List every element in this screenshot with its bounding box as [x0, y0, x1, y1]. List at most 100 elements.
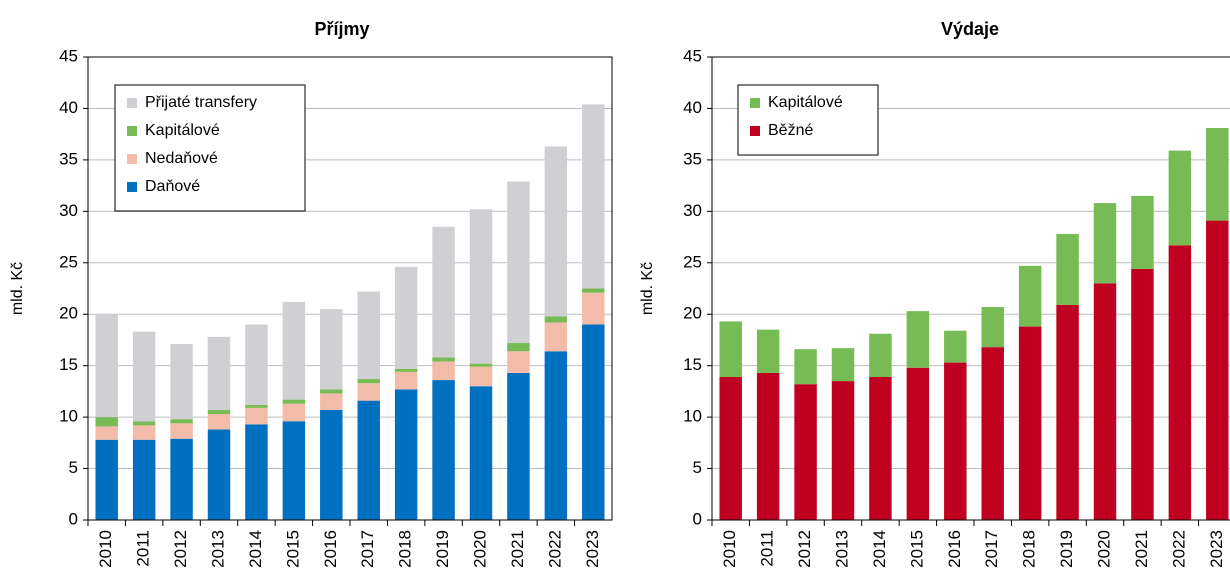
bar-segment — [756, 329, 780, 373]
bar-segment — [507, 372, 530, 520]
bar-segment — [1093, 283, 1117, 520]
legend-swatch — [127, 182, 137, 192]
y-tick-label: 35 — [59, 149, 78, 168]
bar-segment — [245, 404, 268, 408]
x-tick-label: 2012 — [171, 530, 190, 568]
bar-segment — [507, 181, 530, 344]
x-tick-label: 2015 — [283, 530, 302, 568]
y-tick-label: 5 — [69, 458, 78, 477]
bar-segment — [245, 407, 268, 425]
y-tick-label: 0 — [693, 509, 702, 528]
y-tick-label: 15 — [59, 355, 78, 374]
x-tick-label: 2019 — [433, 530, 452, 568]
bar-segment — [794, 349, 817, 385]
bar-segment — [869, 333, 892, 377]
chart-title: Výdaje — [941, 19, 999, 39]
y-tick-label: 45 — [59, 46, 78, 65]
bar-segment — [544, 316, 568, 323]
bar-segment — [794, 384, 817, 520]
bar-segment — [245, 324, 268, 405]
bar-segment — [432, 380, 455, 520]
chart-title: Příjmy — [314, 19, 369, 39]
bar-segment — [282, 421, 306, 520]
bar-segment — [469, 209, 493, 364]
bar-segment — [944, 330, 967, 363]
bar-segment — [1056, 233, 1079, 305]
bar-segment — [394, 389, 418, 520]
bar-segment — [357, 400, 380, 520]
bar-segment — [469, 363, 493, 367]
legend-label: Přijaté transfery — [145, 94, 257, 111]
x-tick-label: 2021 — [508, 530, 527, 568]
bar-segment — [944, 362, 967, 520]
x-tick-label: 2016 — [321, 530, 340, 568]
y-tick-label: 45 — [683, 46, 702, 65]
bar-segment — [394, 371, 418, 390]
legend-label: Daňové — [145, 178, 200, 195]
x-tick-label: 2015 — [907, 530, 926, 568]
bar-segment — [394, 368, 418, 372]
bar-segment — [1131, 268, 1154, 520]
legend-swatch — [750, 98, 760, 108]
y-tick-label: 20 — [59, 304, 78, 323]
legend-label: Kapitálové — [145, 122, 220, 139]
y-tick-label: 5 — [693, 458, 702, 477]
bar-segment — [170, 438, 193, 520]
plot-frame — [87, 56, 613, 521]
y-tick-label: 35 — [683, 149, 702, 168]
y-axis-label: mld. Kč — [639, 262, 656, 315]
bar-segment — [282, 399, 306, 404]
x-tick-label: 2022 — [545, 530, 564, 568]
bar-segment — [582, 104, 605, 289]
bar-segment — [132, 439, 156, 520]
x-tick-label: 2013 — [208, 530, 227, 568]
x-tick-label: 2022 — [1169, 530, 1188, 568]
bar-segment — [132, 425, 156, 440]
x-tick-label: 2010 — [720, 530, 739, 568]
bar-segment — [207, 429, 231, 520]
x-tick-label: 2021 — [1132, 530, 1151, 568]
x-tick-label: 2017 — [358, 530, 377, 568]
y-tick-label: 10 — [59, 407, 78, 426]
bar-segment — [469, 386, 493, 520]
bar-segment — [869, 376, 892, 520]
bar-segment — [357, 379, 380, 384]
bar-segment — [207, 414, 231, 430]
bar-segment — [95, 439, 118, 520]
bar-segment — [906, 367, 930, 520]
y-tick-label: 40 — [683, 98, 702, 117]
bar-segment — [507, 351, 530, 373]
bar-segment — [432, 357, 455, 362]
y-tick-label: 25 — [59, 252, 78, 271]
bar-segment — [432, 361, 455, 381]
bar-segment — [95, 417, 118, 427]
legend-box — [114, 84, 306, 212]
bar-segment — [1018, 265, 1042, 327]
bar-segment — [320, 393, 343, 410]
y-tick-label: 25 — [683, 252, 702, 271]
x-tick-label: 2023 — [583, 530, 602, 568]
bar-segment — [132, 421, 156, 426]
bar-segment — [507, 343, 530, 352]
bar-segment — [1206, 127, 1229, 221]
bar-segment — [1168, 150, 1192, 246]
bar-segment — [320, 389, 343, 394]
bar-segment — [719, 376, 742, 520]
bar-segment — [320, 409, 343, 520]
x-tick-label: 2018 — [396, 530, 415, 568]
x-tick-label: 2013 — [832, 530, 851, 568]
bar-segment — [582, 288, 605, 293]
y-tick-label: 30 — [59, 201, 78, 220]
legend-swatch — [127, 98, 137, 108]
y-tick-label: 30 — [683, 201, 702, 220]
bar-segment — [582, 324, 605, 520]
legend-label: Běžné — [768, 122, 813, 139]
legend-swatch — [127, 154, 137, 164]
x-tick-label: 2016 — [945, 530, 964, 568]
legend-swatch — [127, 126, 137, 136]
bar-segment — [357, 291, 380, 380]
x-tick-label: 2018 — [1020, 530, 1039, 568]
x-tick-label: 2020 — [1094, 530, 1113, 568]
bar-segment — [1168, 245, 1192, 520]
